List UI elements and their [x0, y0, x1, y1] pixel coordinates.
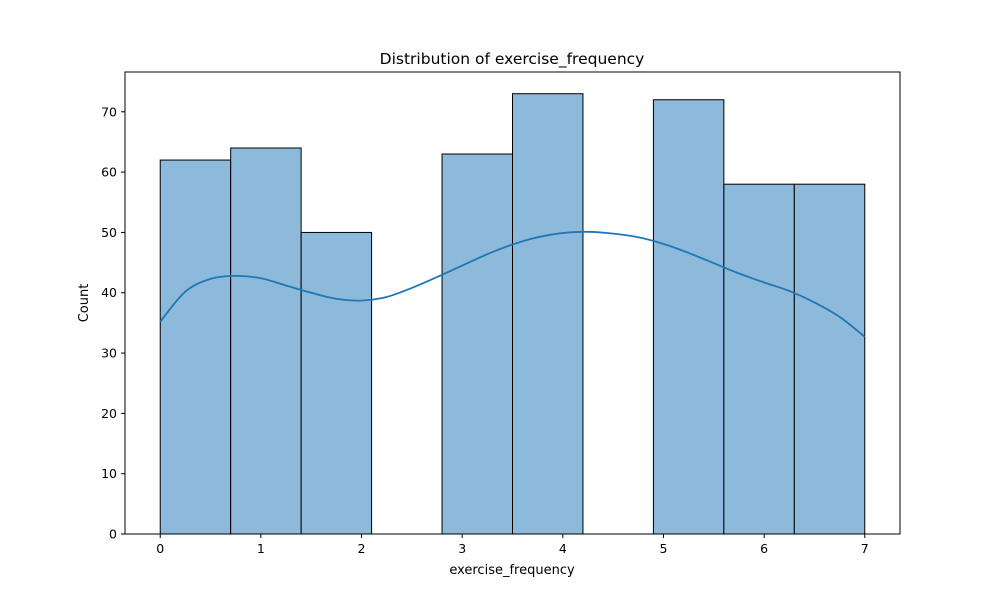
- y-tick-label: 0: [109, 527, 117, 542]
- x-tick-label: 6: [760, 541, 768, 556]
- histogram-bar: [230, 147, 302, 535]
- y-tick-label: 50: [101, 225, 117, 240]
- y-tick-label: 40: [101, 285, 117, 300]
- histogram-bar: [652, 99, 725, 535]
- x-axis-label: exercise_frequency: [449, 563, 575, 578]
- x-axis-ticks: 0 1 2 3 4 5 6 7: [156, 534, 869, 556]
- bars-group: [159, 93, 866, 535]
- x-tick-label: 1: [257, 541, 265, 556]
- chart-title: Distribution of exercise_frequency: [380, 50, 645, 69]
- y-tick-label: 10: [101, 466, 117, 481]
- histogram-bar: [159, 159, 232, 535]
- y-tick-label: 60: [101, 165, 117, 180]
- y-tick-label: 20: [101, 406, 117, 421]
- histogram-bar: [441, 153, 513, 535]
- x-tick-label: 3: [458, 541, 466, 556]
- histogram-bar: [793, 183, 866, 535]
- x-tick-label: 7: [861, 541, 869, 556]
- x-tick-label: 5: [659, 541, 667, 556]
- kde-line: [159, 230, 866, 338]
- x-tick-label: 2: [358, 541, 366, 556]
- histogram-bar: [512, 93, 584, 535]
- y-tick-label: 30: [101, 346, 117, 361]
- y-tick-label: 70: [101, 104, 117, 119]
- x-tick-label: 4: [559, 541, 567, 556]
- histogram-bar: [723, 183, 795, 535]
- histogram-bar: [300, 231, 373, 535]
- y-axis-ticks: 0 10 20 30 40 50 60 70: [101, 104, 125, 542]
- x-tick-label: 0: [156, 541, 164, 556]
- plot-frame: [124, 71, 901, 535]
- y-axis-label: Count: [77, 284, 92, 323]
